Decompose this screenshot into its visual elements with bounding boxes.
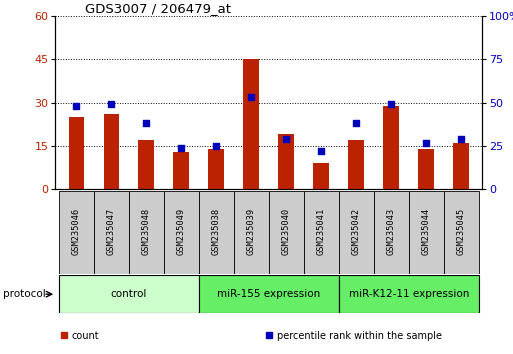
Text: count: count xyxy=(72,331,100,341)
Bar xyxy=(199,275,339,313)
Bar xyxy=(269,191,304,274)
Text: GSM235042: GSM235042 xyxy=(352,207,361,255)
Bar xyxy=(374,191,409,274)
Text: GSM235041: GSM235041 xyxy=(317,207,326,255)
Text: GSM235049: GSM235049 xyxy=(177,207,186,255)
Bar xyxy=(383,105,399,189)
Bar xyxy=(129,191,164,274)
Bar xyxy=(266,332,272,338)
Point xyxy=(142,121,150,126)
Text: miR-155 expression: miR-155 expression xyxy=(217,289,321,299)
Point xyxy=(317,148,325,154)
Bar xyxy=(164,191,199,274)
Text: miR-K12-11 expression: miR-K12-11 expression xyxy=(348,289,469,299)
Point xyxy=(212,143,221,149)
Text: GSM235039: GSM235039 xyxy=(247,207,256,255)
Point xyxy=(282,136,290,142)
Point xyxy=(107,102,115,107)
Bar xyxy=(69,117,84,189)
Bar xyxy=(234,191,269,274)
Bar xyxy=(173,152,189,189)
Point xyxy=(352,121,360,126)
Text: percentile rank within the sample: percentile rank within the sample xyxy=(277,331,442,341)
Text: control: control xyxy=(111,289,147,299)
Point xyxy=(387,102,396,107)
Bar xyxy=(59,275,199,313)
Bar xyxy=(339,275,479,313)
Bar xyxy=(59,191,94,274)
Bar xyxy=(313,163,329,189)
Bar xyxy=(208,149,224,189)
Bar xyxy=(244,59,259,189)
Bar xyxy=(453,143,469,189)
Text: GSM235046: GSM235046 xyxy=(72,207,81,255)
Bar xyxy=(409,191,444,274)
Point xyxy=(422,140,430,145)
Text: GSM235040: GSM235040 xyxy=(282,207,291,255)
Bar xyxy=(139,140,154,189)
Text: GDS3007 / 206479_at: GDS3007 / 206479_at xyxy=(85,2,231,15)
Text: GSM235048: GSM235048 xyxy=(142,207,151,255)
Bar xyxy=(199,191,234,274)
Bar xyxy=(348,140,364,189)
Text: GSM235038: GSM235038 xyxy=(212,207,221,255)
Bar xyxy=(94,191,129,274)
Text: GSM235044: GSM235044 xyxy=(422,207,431,255)
Text: GSM235045: GSM235045 xyxy=(457,207,466,255)
Point xyxy=(247,95,255,100)
Bar xyxy=(279,135,294,189)
Text: protocol: protocol xyxy=(3,289,45,299)
Point xyxy=(457,136,465,142)
Bar xyxy=(444,191,479,274)
Text: GSM235043: GSM235043 xyxy=(387,207,396,255)
Point xyxy=(177,145,186,150)
Bar xyxy=(61,332,67,338)
Point xyxy=(72,103,81,109)
Bar xyxy=(419,149,434,189)
Bar xyxy=(104,114,119,189)
Bar xyxy=(304,191,339,274)
Bar xyxy=(339,191,374,274)
Text: GSM235047: GSM235047 xyxy=(107,207,116,255)
